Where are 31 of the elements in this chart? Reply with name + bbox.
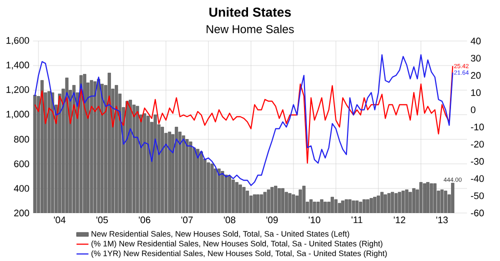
x-tick-label: '12 (394, 216, 406, 224)
y-tick-label: 400 (14, 185, 30, 192)
chart-title: United States (209, 7, 291, 17)
x-tick-label: '09 (266, 216, 278, 224)
x-tick-label: '11 (352, 216, 362, 224)
x-tick-label: '04 (54, 216, 66, 224)
x-tick-label: '07 (181, 216, 193, 224)
y2-tick-label: -10 (470, 124, 484, 130)
y-tick-label: 1,200 (6, 86, 30, 94)
y2-tick-label: 20 (470, 72, 481, 79)
y-tick-label: 800 (14, 136, 30, 143)
x-tick-label: '05 (96, 216, 108, 224)
x-tick-label: '13 (436, 216, 448, 224)
y2-tick-label: -30 (470, 158, 484, 165)
x-tick-label: '10 (308, 216, 320, 224)
y-tick-label: 600 (14, 160, 30, 168)
y2-tick-label: -50 (470, 192, 484, 200)
y-tick-label: 1,400 (6, 62, 30, 70)
y2-tick-label: -40 (470, 175, 484, 182)
y2-tick-label: 40 (470, 38, 481, 44)
y2-tick-label: -20 (470, 140, 484, 148)
y2-tick-label: 30 (470, 54, 481, 62)
y2-tick-label: 10 (471, 89, 481, 96)
y-tick-label: 1,600 (6, 37, 30, 45)
y-tick-label: 200 (14, 210, 30, 216)
x-tick-label: '06 (138, 216, 150, 224)
y2-tick-label: 0 (470, 106, 476, 114)
x-tick-label: '08 (224, 216, 236, 224)
chart-subtitle: New Home Sales (206, 24, 294, 34)
y2-tick-label: -60 (470, 210, 484, 216)
y-tick-label: 1,000 (6, 110, 30, 119)
